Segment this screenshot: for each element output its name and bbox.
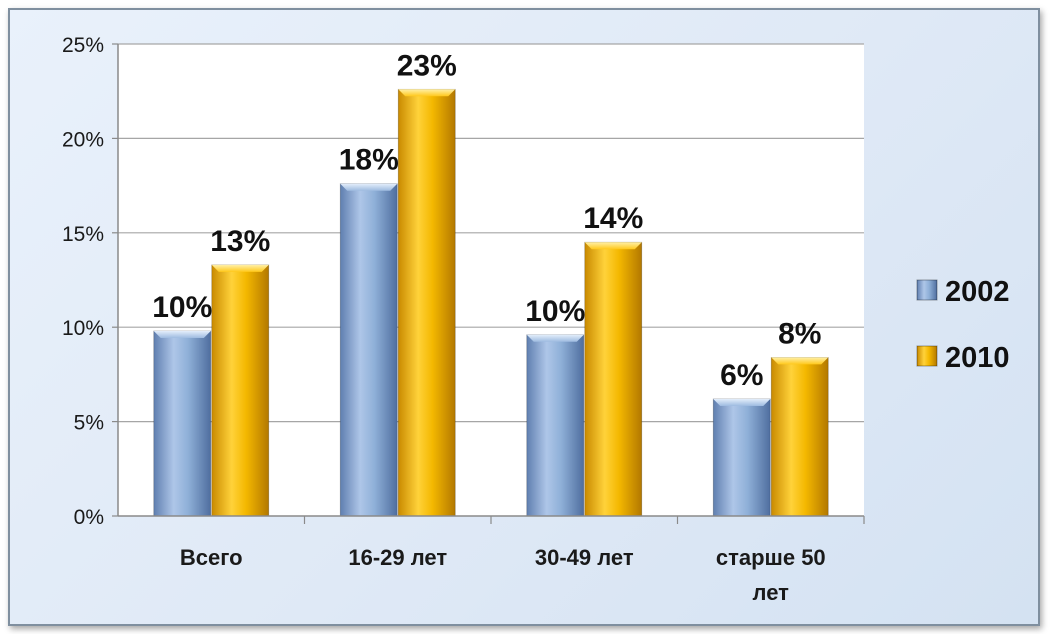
bar-2010-2 (397, 88, 456, 517)
category-label-line2: лет (753, 580, 790, 605)
bar-bevel (584, 242, 642, 250)
category-label: старше 50 (716, 545, 826, 570)
bar-bevel (340, 183, 398, 191)
bar-2010-4 (770, 357, 829, 517)
data-label-2002-1: 10% (152, 291, 212, 324)
data-label-2010-1: 13% (210, 225, 270, 258)
data-label-2010-4: 8% (778, 317, 821, 350)
category-labels: Всего 16-29 лет 30-49 лет старше 50 лет (180, 516, 865, 605)
bar-2010-3 (584, 241, 643, 517)
category-label: 30-49 лет (535, 545, 634, 570)
legend-label-2010: 2010 (945, 342, 1010, 374)
y-axis-ticks: 0% 5% 10% 15% 20% 25% (62, 34, 118, 529)
bar-2002-1 (153, 330, 212, 517)
bar-2002-2 (339, 183, 398, 517)
bar-bevel (398, 89, 456, 97)
y-tick-label: 0% (74, 506, 104, 529)
y-tick-label: 10% (62, 317, 104, 340)
legend-swatch-2010 (916, 345, 938, 367)
bar-bevel (153, 330, 211, 338)
legend-label-2002: 2002 (945, 276, 1010, 308)
data-label-2010-3: 14% (583, 202, 643, 235)
category-label: 16-29 лет (348, 545, 447, 570)
bar-2010-1 (211, 264, 270, 517)
bar-bevel (771, 357, 829, 365)
data-labels: 10% 13% 18% 23% 10% 14% 6% 8% (152, 49, 821, 392)
bar-bevel (211, 264, 269, 272)
y-tick-label: 5% (74, 412, 104, 435)
data-label-2002-3: 10% (525, 295, 585, 328)
bar-2002-3 (526, 334, 585, 517)
y-tick-label: 15% (62, 223, 104, 246)
y-tick-label: 25% (62, 34, 104, 57)
bar-2002-4 (712, 398, 771, 517)
bars (153, 88, 829, 517)
bar-bevel (713, 398, 771, 406)
category-label: Всего (180, 545, 243, 570)
data-label-2010-2: 23% (397, 49, 457, 82)
bar-bevel (526, 334, 584, 342)
legend: 2002 2010 (916, 276, 1010, 374)
legend-swatch-2002 (916, 279, 938, 301)
data-label-2002-4: 6% (720, 359, 763, 392)
y-tick-label: 20% (62, 128, 104, 151)
data-label-2002-2: 18% (339, 144, 399, 177)
